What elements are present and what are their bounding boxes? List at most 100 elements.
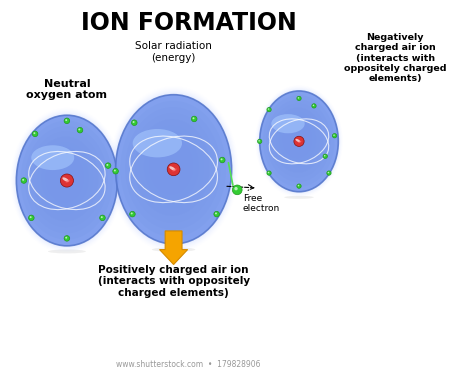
Circle shape [297, 96, 301, 101]
Circle shape [114, 170, 116, 171]
Ellipse shape [144, 131, 199, 202]
FancyArrow shape [160, 231, 188, 264]
Circle shape [21, 178, 27, 183]
Circle shape [131, 120, 137, 126]
Ellipse shape [116, 95, 232, 244]
Circle shape [105, 163, 111, 168]
Ellipse shape [284, 196, 314, 199]
Ellipse shape [25, 126, 108, 233]
Circle shape [294, 136, 304, 146]
Circle shape [65, 237, 67, 239]
Circle shape [323, 154, 328, 158]
Circle shape [65, 119, 67, 121]
Ellipse shape [20, 121, 112, 240]
Circle shape [193, 117, 194, 119]
Circle shape [313, 105, 314, 106]
Ellipse shape [296, 139, 301, 142]
Circle shape [268, 172, 269, 173]
Ellipse shape [133, 129, 182, 158]
Text: Solar radiation
(energy): Solar radiation (energy) [135, 41, 212, 63]
Text: www.shutterstock.com  •  179828906: www.shutterstock.com • 179828906 [116, 360, 261, 369]
Ellipse shape [152, 247, 195, 252]
Ellipse shape [120, 101, 226, 237]
Text: Positively charged air ion
(interacts with oppositely
charged elements): Positively charged air ion (interacts wi… [98, 264, 250, 298]
Circle shape [22, 179, 24, 181]
Ellipse shape [279, 115, 316, 164]
Circle shape [234, 187, 238, 190]
Circle shape [232, 185, 242, 195]
Text: Neutral
oxygen atom: Neutral oxygen atom [27, 79, 108, 100]
Ellipse shape [16, 115, 117, 246]
Ellipse shape [116, 95, 232, 244]
Circle shape [333, 135, 335, 136]
Circle shape [257, 139, 262, 144]
Circle shape [106, 164, 108, 166]
Circle shape [133, 121, 135, 123]
Ellipse shape [33, 136, 99, 221]
Circle shape [215, 212, 217, 214]
Circle shape [297, 184, 301, 188]
Circle shape [327, 171, 331, 175]
Circle shape [312, 104, 316, 108]
Ellipse shape [169, 166, 176, 171]
Circle shape [298, 97, 299, 99]
Circle shape [298, 185, 299, 186]
Ellipse shape [276, 111, 320, 168]
Circle shape [113, 168, 118, 174]
Ellipse shape [273, 107, 324, 173]
Circle shape [28, 215, 34, 221]
Circle shape [60, 174, 73, 187]
Circle shape [77, 127, 83, 133]
Circle shape [32, 131, 38, 136]
Ellipse shape [45, 152, 84, 203]
Circle shape [214, 211, 220, 217]
Circle shape [33, 132, 36, 134]
Circle shape [100, 215, 105, 221]
Circle shape [268, 108, 269, 110]
Ellipse shape [269, 103, 327, 177]
Ellipse shape [66, 180, 70, 183]
Circle shape [101, 216, 103, 218]
Circle shape [258, 140, 260, 141]
Circle shape [64, 236, 70, 241]
Circle shape [220, 157, 225, 163]
Ellipse shape [16, 115, 117, 246]
Circle shape [267, 108, 271, 112]
Ellipse shape [172, 168, 177, 171]
Circle shape [130, 211, 135, 217]
Circle shape [171, 232, 176, 237]
Circle shape [167, 163, 180, 176]
Ellipse shape [271, 114, 305, 133]
Circle shape [131, 212, 133, 214]
Circle shape [267, 171, 271, 175]
Ellipse shape [139, 125, 204, 209]
Ellipse shape [135, 119, 210, 216]
Ellipse shape [31, 145, 74, 170]
Ellipse shape [29, 131, 103, 227]
Circle shape [324, 155, 325, 156]
Text: Negatively
charged air ion
(interacts with
oppositely charged
elements): Negatively charged air ion (interacts wi… [344, 33, 446, 83]
Ellipse shape [266, 99, 331, 182]
Text: Free
electron: Free electron [243, 194, 280, 213]
Text: ION FORMATION: ION FORMATION [81, 11, 297, 35]
Circle shape [64, 118, 70, 124]
Circle shape [30, 216, 32, 218]
Circle shape [78, 129, 80, 130]
Circle shape [220, 158, 223, 160]
Ellipse shape [263, 95, 335, 187]
Circle shape [172, 233, 174, 235]
Ellipse shape [282, 120, 312, 159]
Ellipse shape [63, 177, 69, 182]
Ellipse shape [298, 141, 302, 143]
Ellipse shape [48, 250, 86, 253]
Circle shape [333, 133, 337, 138]
Circle shape [328, 172, 329, 173]
Circle shape [191, 116, 197, 122]
Ellipse shape [130, 113, 215, 223]
Ellipse shape [41, 147, 89, 209]
Ellipse shape [260, 91, 338, 192]
Ellipse shape [125, 107, 221, 230]
Ellipse shape [148, 137, 194, 195]
Ellipse shape [37, 142, 94, 215]
Ellipse shape [260, 91, 338, 192]
